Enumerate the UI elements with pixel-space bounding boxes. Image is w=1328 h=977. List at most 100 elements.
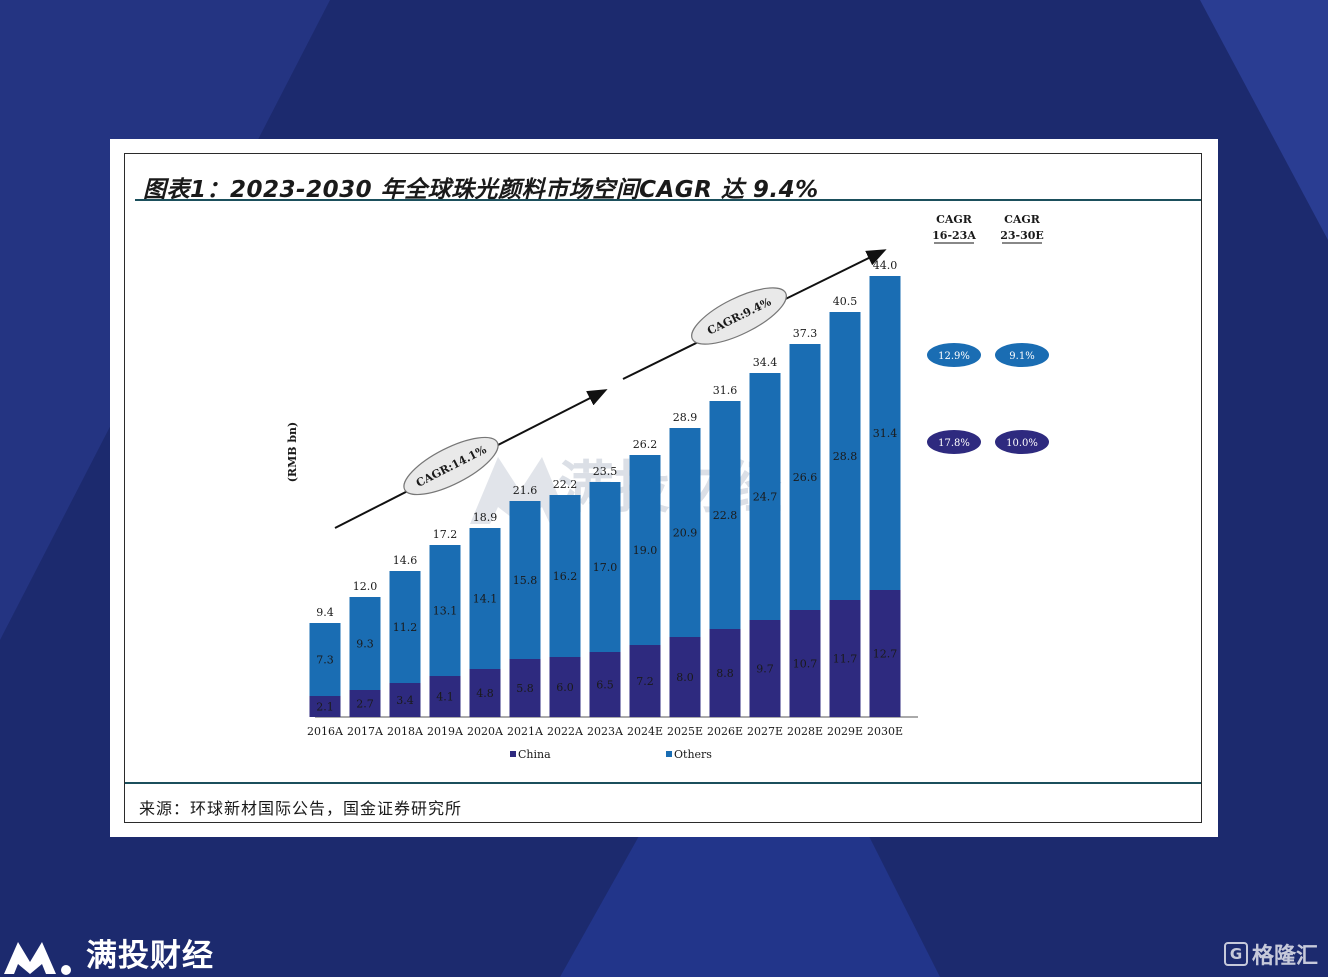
bar-others-2019A (429, 545, 461, 676)
label-china-2030E: 12.7 (873, 648, 898, 661)
cagr-value-china-1: 17.8% (938, 438, 970, 449)
bar-china-2016A (309, 696, 341, 717)
x-tick-2024E: 2024E (627, 725, 663, 738)
bar-china-2027E (749, 620, 781, 717)
bar-china-2028E (789, 610, 821, 717)
brand-logo: 满投财经 (0, 928, 214, 977)
label-total-2028E: 37.3 (793, 327, 818, 340)
bar-others-2020A (469, 528, 501, 669)
bar-others-2018A (389, 571, 421, 683)
label-others-2024E: 19.0 (633, 544, 658, 557)
x-tick-2027E: 2027E (747, 725, 783, 738)
label-total-2029E: 40.5 (833, 295, 858, 308)
label-others-2030E: 31.4 (873, 427, 898, 440)
bar-others-2024E (629, 455, 661, 645)
label-total-2017A: 12.0 (353, 580, 378, 593)
label-total-2027E: 34.4 (753, 356, 778, 369)
label-total-2025E: 28.9 (673, 411, 698, 424)
label-china-2018A: 3.4 (396, 694, 414, 707)
label-others-2025E: 20.9 (673, 527, 698, 540)
legend-label-china: China (518, 748, 551, 761)
label-china-2027E: 9.7 (756, 663, 774, 676)
label-china-2028E: 10.7 (793, 658, 818, 671)
cagr-header-2-line1: CAGR (1004, 213, 1041, 226)
label-others-2026E: 22.8 (713, 509, 738, 522)
figure-source: 来源：环球新材国际公告，国金证券研究所 (139, 799, 463, 818)
bar-others-2025E (669, 428, 701, 637)
label-others-2028E: 26.6 (793, 471, 818, 484)
bar-others-2016A (309, 623, 341, 696)
x-tick-2018A: 2018A (387, 725, 424, 738)
label-others-2029E: 28.8 (833, 450, 858, 463)
label-total-2026E: 31.6 (713, 384, 738, 397)
brand-name: 满投财经 (86, 938, 214, 974)
figure-frame: 图表1：2023-2030 年全球珠光颜料市场空间CAGR 达 9.4% 来源：… (124, 153, 1202, 823)
figure-card: 图表1：2023-2030 年全球珠光颜料市场空间CAGR 达 9.4% 来源：… (110, 139, 1218, 837)
legend-swatch-china (510, 751, 516, 757)
label-china-2020A: 4.8 (476, 687, 494, 700)
legend-swatch-others (666, 751, 672, 757)
cagr-value-others-2: 9.1% (1009, 351, 1034, 362)
x-tick-2025E: 2025E (667, 725, 703, 738)
label-china-2019A: 4.1 (436, 691, 454, 704)
label-china-2024E: 7.2 (636, 675, 654, 688)
cagr-ellipse-2 (691, 287, 787, 345)
x-tick-2021A: 2021A (507, 725, 544, 738)
x-tick-2017A: 2017A (347, 725, 384, 738)
x-tick-2019A: 2019A (427, 725, 464, 738)
y-axis-label: (RMB bn) (286, 422, 299, 483)
label-china-2029E: 11.7 (833, 653, 858, 666)
bar-china-2020A (469, 669, 501, 717)
bar-others-2027E (749, 373, 781, 620)
corner-logo-text: 格隆汇 (1251, 944, 1318, 969)
label-others-2023A: 17.0 (593, 561, 618, 574)
label-others-2020A: 14.1 (473, 593, 498, 606)
label-china-2021A: 5.8 (516, 682, 534, 695)
corner-logo-icon: G (1223, 942, 1248, 966)
label-total-2021A: 21.6 (513, 484, 538, 497)
x-tick-2028E: 2028E (787, 725, 823, 738)
bar-others-2021A (509, 501, 541, 659)
bar-china-2023A (589, 652, 621, 717)
x-tick-2022A: 2022A (547, 725, 584, 738)
label-total-2019A: 17.2 (433, 528, 458, 541)
bar-china-2029E (829, 600, 861, 717)
cagr-pill-china-1 (927, 430, 981, 454)
label-others-2018A: 11.2 (393, 621, 418, 634)
x-tick-2030E: 2030E (867, 725, 903, 738)
x-tick-2029E: 2029E (827, 725, 863, 738)
bg-shape-right (1200, 0, 1328, 240)
stacked-bar-chart: 满投财经(RMB bn)2.17.39.42016A2.79.312.02017… (286, 213, 1049, 761)
x-tick-2020A: 2020A (467, 725, 504, 738)
bar-others-2030E (869, 276, 901, 590)
cagr-header-2-line2: 23-30E (1000, 229, 1044, 242)
cagr-ellipse-1 (403, 436, 499, 496)
cagr-value-china-2: 10.0% (1006, 438, 1038, 449)
x-tick-2016A: 2016A (307, 725, 344, 738)
bar-others-2028E (789, 344, 821, 610)
bar-china-2022A (549, 657, 581, 717)
label-others-2022A: 16.2 (553, 570, 578, 583)
source-rule (125, 782, 1201, 784)
label-total-2016A: 9.4 (316, 606, 334, 619)
bar-china-2030E (869, 590, 901, 717)
label-total-2023A: 23.5 (593, 465, 618, 478)
bar-china-2024E (629, 645, 661, 717)
label-china-2016A: 2.1 (316, 701, 334, 714)
cagr-header-1-line1: CAGR (936, 213, 973, 226)
brand-mark-icon (4, 942, 71, 975)
label-china-2023A: 6.5 (596, 679, 614, 692)
x-tick-2026E: 2026E (707, 725, 743, 738)
title-rule (135, 199, 1201, 201)
label-others-2027E: 24.7 (753, 491, 778, 504)
label-others-2016A: 7.3 (316, 654, 334, 667)
bar-china-2021A (509, 659, 541, 717)
figure-title: 图表1：2023-2030 年全球珠光颜料市场空间CAGR 达 9.4% (143, 177, 819, 203)
cagr-pill-others-2 (995, 343, 1049, 367)
bar-china-2026E (709, 629, 741, 717)
bar-china-2018A (389, 683, 421, 717)
label-others-2017A: 9.3 (356, 638, 374, 651)
bar-china-2019A (429, 676, 461, 717)
corner-logo: G 格隆汇 (1223, 938, 1318, 970)
label-china-2026E: 8.8 (716, 667, 734, 680)
